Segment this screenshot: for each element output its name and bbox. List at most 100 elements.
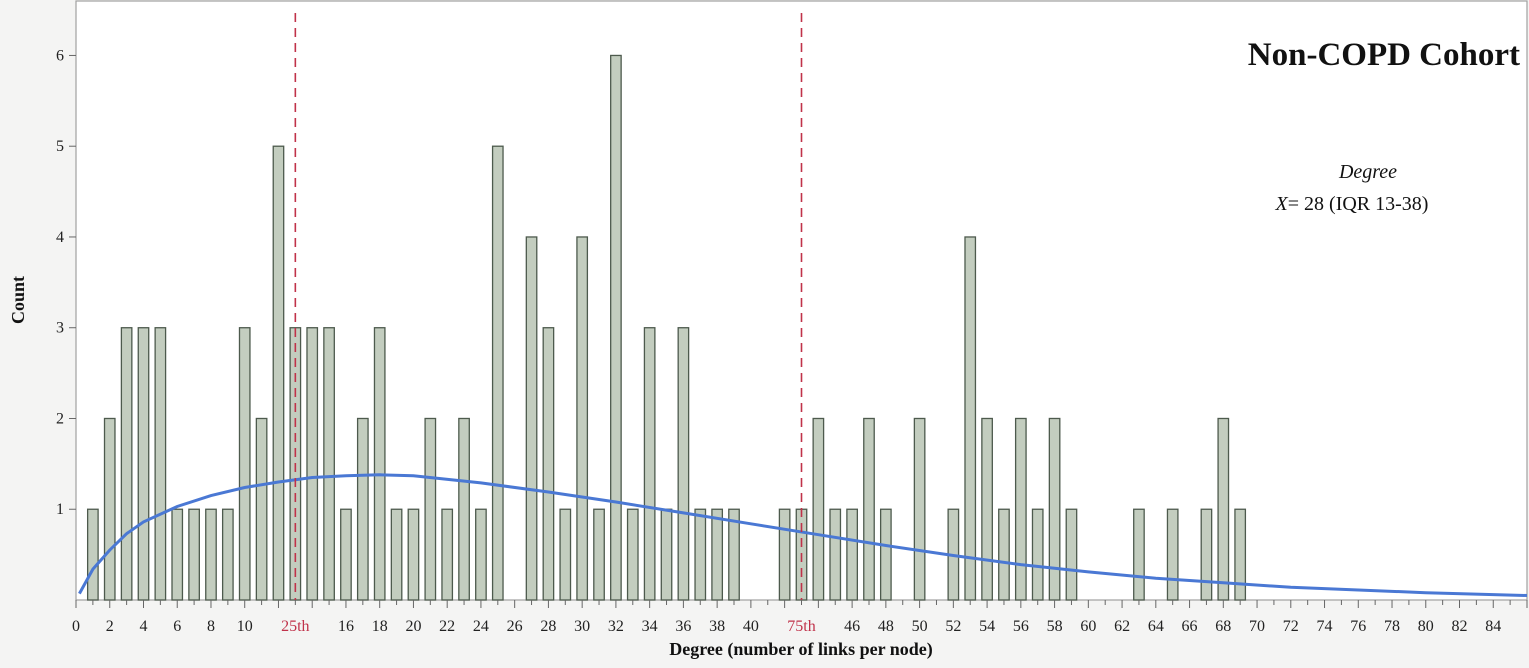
histogram-bar: [1014, 417, 1027, 601]
histogram-bar: [694, 508, 707, 601]
x-tick-label: 52: [945, 618, 961, 635]
x-tick-label: 80: [1418, 618, 1434, 635]
x-tick-label: 74: [1317, 618, 1333, 635]
y-tick-label: 1: [56, 501, 64, 518]
histogram-bar: [879, 508, 892, 601]
y-axis-title: Count: [8, 276, 28, 324]
x-tick-label: 78: [1384, 618, 1400, 635]
histogram-bar: [643, 327, 656, 601]
histogram-bar: [1065, 508, 1078, 601]
x-tick-label: 48: [878, 618, 894, 635]
histogram-bar: [1133, 508, 1145, 601]
histogram-bar: [1217, 417, 1230, 601]
histogram-bar: [829, 508, 842, 601]
x-tick-label: 22: [439, 618, 455, 635]
histogram-bar: [306, 327, 319, 601]
histogram-bar: [491, 145, 504, 601]
x-axis-title: Degree (number of links per node): [669, 639, 933, 660]
histogram-bar: [1166, 508, 1179, 601]
fit-curve: [78, 473, 1528, 597]
histogram-bar: [1048, 417, 1061, 601]
histogram-bar: [913, 417, 926, 601]
histogram-bar: [205, 508, 217, 601]
percentile-label: 75th: [787, 618, 815, 635]
histogram-bar: [188, 508, 200, 601]
histogram-bar: [475, 508, 487, 601]
x-tick-label: 76: [1350, 618, 1366, 635]
histogram-bar: [424, 417, 437, 601]
x-tick-label: 18: [372, 618, 388, 635]
histogram-bar: [576, 236, 589, 601]
x-tick-label: 6: [173, 618, 181, 635]
x-tick-label: 28: [540, 618, 556, 635]
chart-title: Non-COPD Cohort: [1248, 37, 1520, 73]
x-tick-label: 2: [106, 618, 114, 635]
histogram-bar: [778, 508, 791, 601]
x-tick-label: 0: [72, 618, 80, 635]
x-tick-label: 36: [675, 618, 691, 635]
histogram-bar: [103, 417, 116, 601]
stat-annotation-value: X= 28 (IQR 13-38): [1275, 193, 1429, 215]
x-tick-label: 50: [912, 618, 928, 635]
histogram-bar: [356, 417, 369, 601]
histogram-bar: [1031, 508, 1044, 601]
histogram-bar: [812, 417, 825, 601]
percentile-lines: 25th 75th: [281, 13, 816, 635]
histogram-bar: [137, 327, 150, 601]
histogram-bar: [407, 508, 420, 601]
y-tick-label: 3: [56, 320, 64, 337]
x-tick-label: 24: [473, 618, 489, 635]
x-tick-label: 56: [1013, 618, 1029, 635]
histogram-bar: [340, 508, 352, 601]
y-tick-label: 5: [56, 138, 64, 155]
x-tick-label: 38: [709, 618, 725, 635]
x-tick-label: 54: [979, 618, 995, 635]
x-tick-label: 72: [1283, 618, 1299, 635]
x-tick-label: 62: [1114, 618, 1130, 635]
histogram-bar: [86, 508, 99, 601]
x-tick-label: 40: [743, 618, 759, 635]
histogram-bar: [171, 508, 184, 601]
histogram-bar: [323, 327, 335, 601]
histogram-bar: [525, 236, 538, 601]
x-tick-label: 64: [1148, 618, 1164, 635]
x-tick-label: 70: [1249, 618, 1265, 635]
x-tick-label: 34: [642, 618, 658, 635]
x-tick-label: 30: [574, 618, 590, 635]
stat-symbol: X: [1275, 193, 1289, 215]
x-axis: 0 2 4 6 8 10 16 18 20 22 24 26 28 30 32 34 36 38 40 46 48 50 5…: [72, 600, 1528, 635]
histogram-bar: [542, 327, 555, 601]
histogram-bar: [1234, 508, 1247, 601]
histogram-bar: [593, 508, 605, 601]
x-tick-label: 10: [237, 618, 253, 635]
histogram-bar: [238, 327, 251, 601]
histogram-bar: [846, 508, 859, 601]
histogram-bar: [441, 508, 454, 601]
x-tick-label: 16: [338, 618, 354, 635]
histogram-bar: [964, 236, 977, 601]
histogram-bar: [255, 417, 268, 601]
x-tick-label: 32: [608, 618, 624, 635]
x-tick-label: 58: [1047, 618, 1063, 635]
histogram-bar: [610, 54, 622, 601]
x-tick-label: 68: [1215, 618, 1231, 635]
percentile-label: 25th: [281, 618, 309, 635]
histogram-bar: [863, 417, 875, 601]
x-tick-label: 66: [1182, 618, 1198, 635]
histogram-bar: [1200, 508, 1213, 601]
stat-annotation-name: Degree: [1338, 161, 1397, 183]
x-tick-label: 84: [1485, 618, 1501, 635]
y-axis: 1 2 3 4 5 6: [56, 47, 76, 518]
histogram-bar: [390, 508, 403, 601]
x-tick-label: 26: [507, 618, 523, 635]
histogram-bar: [677, 327, 690, 601]
stat-value: = 28 (IQR 13-38): [1288, 193, 1429, 215]
histogram-bar: [120, 327, 133, 601]
histogram-bar: [154, 327, 167, 601]
x-tick-label: 60: [1080, 618, 1096, 635]
histogram-bar: [998, 508, 1010, 601]
histogram-bar: [373, 327, 386, 601]
histogram-bar: [559, 508, 572, 601]
histogram-bar: [660, 508, 673, 601]
